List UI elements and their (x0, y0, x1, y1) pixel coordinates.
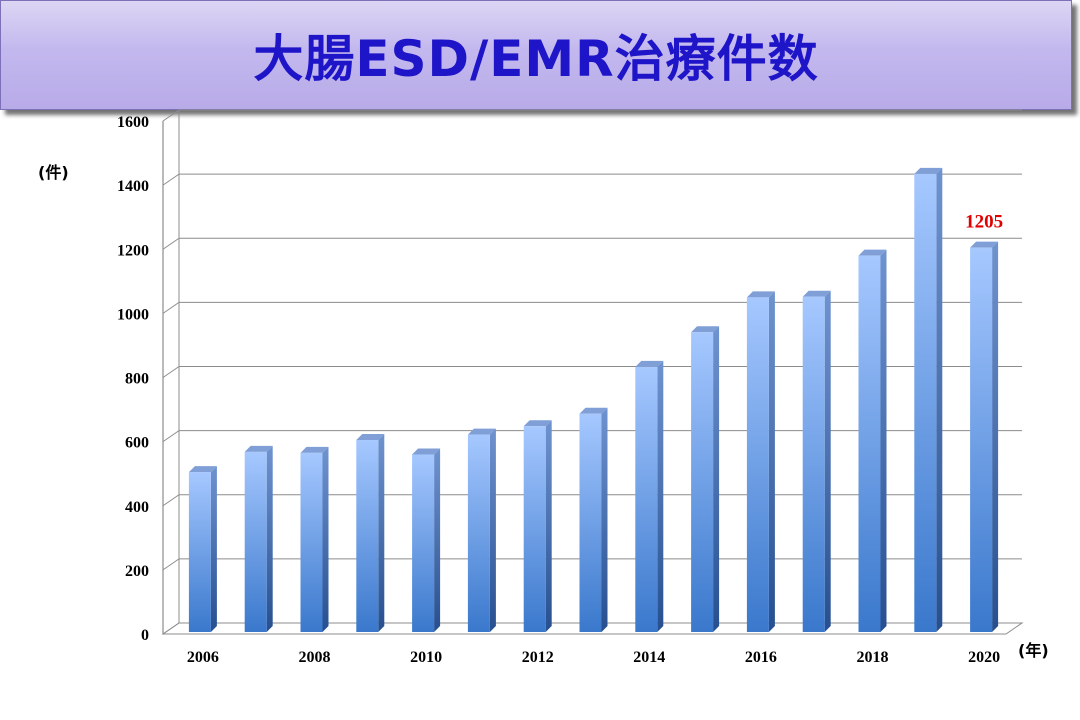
bar-front (914, 173, 937, 632)
bar-top (579, 407, 608, 414)
bar-top (188, 466, 217, 473)
bar-side (824, 290, 831, 632)
bar-top (746, 291, 775, 298)
x-tick-label: 2014 (633, 649, 665, 666)
x-tick-label: 2008 (299, 649, 331, 666)
bar-front (858, 255, 881, 632)
y-tick-connector (162, 301, 180, 314)
bar-side (322, 446, 329, 632)
bar-2007 (244, 445, 273, 632)
bar-2016 (746, 291, 775, 632)
bar-front (635, 366, 658, 632)
bar-2020 (970, 241, 999, 632)
axes (161, 109, 1024, 635)
bar-top (412, 448, 441, 455)
bar-2010 (412, 448, 441, 632)
bar-side (489, 428, 496, 632)
y-tick-connector (162, 558, 180, 571)
y-tick-label: 1400 (117, 178, 149, 195)
bar-top (970, 241, 999, 248)
x-tick-label: 2010 (410, 649, 442, 666)
x-axis-unit-label: (年) (1018, 641, 1049, 660)
bar-top (914, 167, 943, 174)
x-tick-label: 2006 (187, 649, 219, 666)
bar-side (378, 434, 385, 632)
bar-top (802, 290, 831, 297)
x-tick-label: 2018 (857, 649, 889, 666)
bar-2008 (300, 446, 329, 632)
x-tick-label: 2016 (745, 649, 777, 666)
y-tick-label: 200 (125, 563, 149, 580)
bar-side (545, 420, 552, 632)
bar-2013 (579, 407, 608, 632)
title-banner: 大腸ESD/EMR治療件数 (0, 0, 1072, 110)
bar-top (244, 445, 273, 452)
bar-side (434, 448, 441, 632)
y-tick-connector (162, 237, 180, 250)
bar-top (300, 446, 329, 453)
bar-2006 (188, 466, 217, 632)
bar-2011 (467, 428, 496, 632)
y-tick-label: 1600 (117, 114, 149, 131)
bar-2015 (691, 326, 720, 632)
bar-side (266, 445, 273, 632)
y-tick-label: 1200 (117, 242, 149, 259)
y-tick-connector (162, 366, 180, 378)
y-tick-label: 400 (125, 499, 149, 516)
bar-side (936, 167, 943, 632)
bar-front (691, 332, 714, 632)
bar-front (244, 451, 267, 632)
bar-top (691, 326, 720, 333)
y-tick-connector (162, 109, 180, 122)
x-tick-label: 2012 (522, 649, 554, 666)
bar-front (356, 440, 379, 632)
bar-front (467, 434, 490, 632)
bar-top (467, 428, 496, 435)
bar-2014 (635, 360, 664, 632)
bar-top (858, 249, 887, 256)
bar-side (768, 291, 775, 632)
labels: 0 200 400 600 800 1000 1200 1400 1600 2006 2008 201… (117, 114, 1003, 666)
bar-side (601, 407, 608, 632)
y-axis-unit-label: (件) (38, 163, 69, 182)
y-tick-label: 0 (141, 627, 149, 644)
y-tick-connector (162, 430, 180, 443)
bar-front (970, 247, 993, 632)
bar-front (746, 297, 769, 632)
data-label: 1205 (965, 212, 1003, 233)
bar-front (523, 426, 546, 632)
x-tick-label: 2020 (968, 649, 1000, 666)
y-tick-connector (162, 173, 180, 186)
y-tick-connector (162, 494, 180, 507)
y-tick-label: 800 (125, 371, 149, 388)
bar-2017 (802, 290, 831, 632)
bar-side (657, 360, 664, 632)
y-tick-label: 600 (125, 435, 149, 452)
bar-2009 (356, 434, 385, 632)
bar-side (713, 326, 720, 632)
bar-2018 (858, 249, 887, 632)
bar-front (300, 452, 323, 632)
bar-side (880, 249, 887, 632)
bars (188, 167, 999, 632)
chart-title: 大腸ESD/EMR治療件数 (253, 30, 819, 88)
bar-top (523, 420, 552, 427)
bar-top (356, 434, 385, 441)
bar-2012 (523, 420, 552, 632)
bar-side (992, 241, 999, 632)
bar-2019 (914, 167, 943, 632)
bar-front (802, 296, 825, 632)
y-tick-label: 1000 (117, 306, 149, 323)
bar-front (188, 472, 211, 632)
bar-front (579, 413, 602, 632)
floor (161, 622, 1024, 635)
bar-front (412, 454, 435, 632)
bar-top (635, 360, 664, 367)
bar-side (210, 466, 217, 632)
